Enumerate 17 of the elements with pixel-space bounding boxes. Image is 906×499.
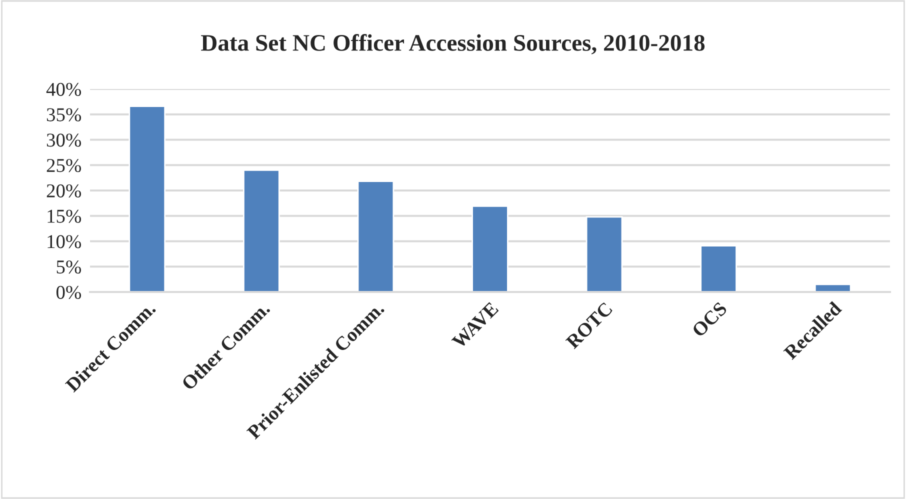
y-tick-label: 10% xyxy=(48,235,82,248)
y-tick-label: 20% xyxy=(46,184,82,198)
y-tick-label: 30% xyxy=(46,134,82,147)
chart-title: Data Set NC Officer Accession Sources, 2010-2018 xyxy=(201,34,705,54)
y-tick-label: 35% xyxy=(46,108,82,122)
bar xyxy=(243,170,280,292)
y-tick-label: 40% xyxy=(46,82,82,96)
bar xyxy=(700,245,737,292)
bar xyxy=(814,284,852,292)
bar xyxy=(357,180,394,292)
y-tick-label: 15% xyxy=(48,210,82,223)
bar xyxy=(128,106,166,292)
y-tick-label: 0% xyxy=(56,286,82,299)
y-tick-label: 5% xyxy=(56,260,82,274)
y-tick-label: 25% xyxy=(46,158,82,172)
bar xyxy=(586,216,623,292)
bar xyxy=(472,206,508,292)
